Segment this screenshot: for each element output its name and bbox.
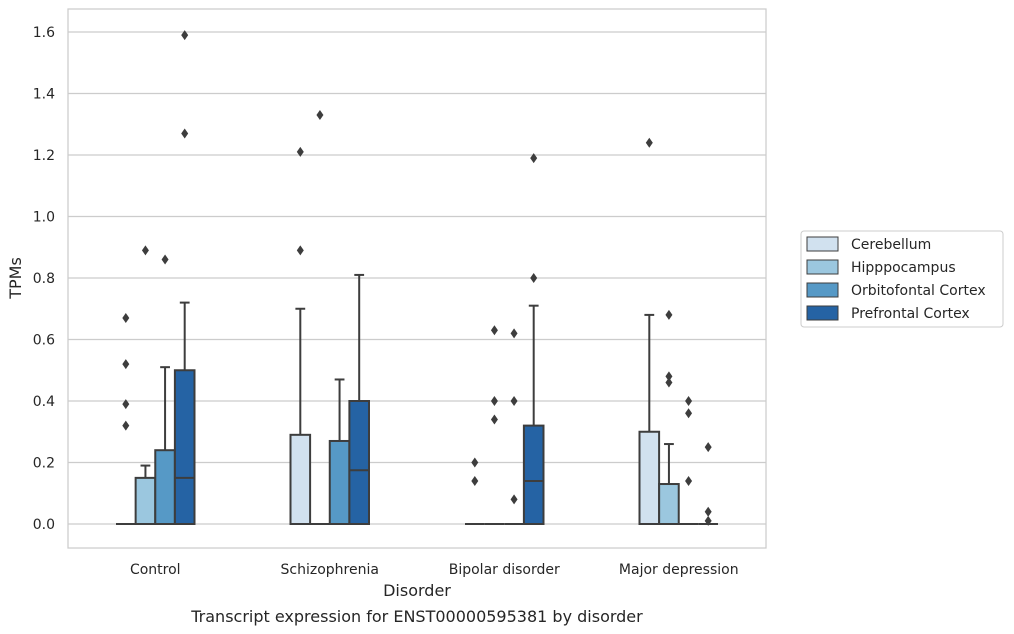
outliers (122, 30, 712, 526)
outlier-point (181, 30, 189, 41)
outlier-point (665, 377, 673, 388)
legend-swatch (806, 236, 839, 252)
outlier-point (665, 371, 673, 382)
box-cerebellum (289, 307, 312, 526)
y-tick-labels: 0.0 0.2 0.4 0.6 0.8 1.0 1.2 1.4 1.6 (33, 25, 55, 533)
x-axis-label: Disorder (383, 581, 451, 600)
outlier-point (296, 146, 304, 157)
chart-caption: Transcript expression for ENST0000059538… (190, 607, 643, 626)
legend: Cerebellum Hipppocampus Orbitofontal Corte… (800, 230, 1004, 328)
box-body (638, 430, 661, 525)
legend-label: Prefrontal Cortex (851, 306, 970, 322)
outlier-point (181, 128, 189, 139)
legend-swatch (806, 282, 839, 298)
y-tick-label: 0.2 (33, 456, 55, 472)
box-body (328, 439, 351, 526)
box-prefrontal-cortex (522, 304, 545, 526)
outlier-point (122, 312, 130, 323)
box-cerebellum (638, 313, 661, 525)
outlier-point (510, 328, 518, 339)
outlier-point (122, 399, 130, 410)
box-hipppocampus (134, 464, 157, 525)
outlier-point (316, 110, 324, 121)
plot-frame (67, 8, 767, 549)
outlier-point (471, 475, 479, 486)
box-body (173, 369, 196, 525)
outlier-point (704, 442, 712, 453)
boxes (116, 273, 718, 526)
y-tick-label: 0.6 (33, 333, 55, 349)
y-tick-label: 0.4 (33, 394, 55, 410)
outlier-point (704, 515, 712, 526)
x-tick-label: Schizophrenia (281, 562, 379, 578)
box-prefrontal-cortex (348, 273, 370, 525)
legend-label: Orbitofontal Cortex (851, 283, 986, 299)
y-axis-label: TPMs (6, 257, 25, 300)
outlier-point (530, 153, 538, 164)
box-body (658, 483, 680, 525)
outlier-point (510, 494, 518, 505)
y-tick-label: 1.6 (33, 25, 55, 41)
outlier-point (510, 396, 518, 406)
outlier-point (141, 245, 149, 256)
outlier-point (296, 245, 304, 256)
legend-swatch (806, 305, 839, 321)
outlier-point (490, 396, 498, 406)
x-tick-label: Control (130, 562, 181, 578)
outlier-point (704, 506, 712, 517)
x-tick-labels: Control Schizophrenia Bipolar disorder Majo… (130, 562, 739, 578)
outlier-point (685, 396, 693, 406)
x-tick-label: Bipolar disorder (449, 562, 560, 578)
legend-label: Hipppocampus (851, 260, 956, 276)
outlier-point (471, 457, 479, 468)
legend-label: Cerebellum (851, 237, 931, 253)
box-body (154, 449, 176, 526)
legend-frame (800, 230, 1004, 328)
box-body (522, 424, 545, 526)
y-tick-label: 1.0 (33, 210, 55, 226)
outlier-point (122, 420, 130, 431)
outlier-point (685, 408, 693, 419)
box-body (348, 400, 370, 525)
legend-swatch (806, 259, 839, 275)
outlier-point (665, 309, 673, 320)
y-tick-label: 1.2 (33, 148, 55, 164)
y-tick-label: 0.8 (33, 271, 55, 287)
box-prefrontal-cortex (173, 301, 196, 525)
box-body (134, 476, 157, 525)
box-orbitofontal-cortex (154, 366, 176, 526)
outlier-point (490, 325, 498, 336)
outlier-point (685, 475, 693, 486)
outlier-point (161, 254, 169, 265)
box-hipppocampus (658, 443, 680, 525)
y-tick-label: 1.4 (33, 87, 55, 103)
outlier-point (490, 414, 498, 425)
x-tick-label: Major depression (619, 562, 739, 578)
y-tick-label: 0.0 (33, 517, 55, 533)
box-body (289, 433, 312, 526)
outlier-point (530, 273, 538, 283)
outlier-point (645, 137, 653, 148)
outlier-point (122, 359, 130, 370)
